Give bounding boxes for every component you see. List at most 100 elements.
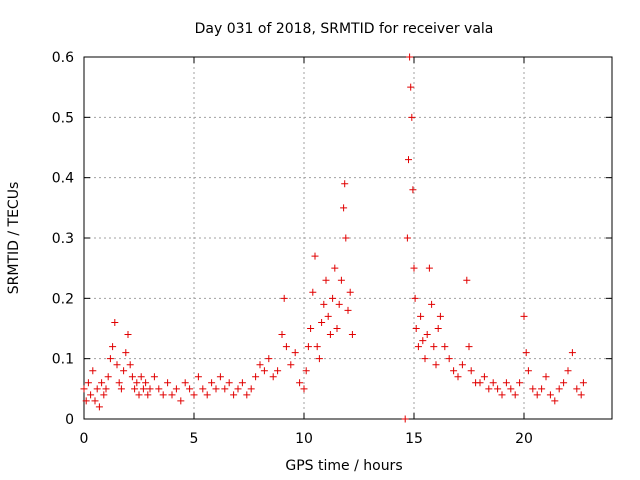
data-point bbox=[520, 312, 528, 320]
data-point bbox=[315, 355, 323, 363]
data-point bbox=[318, 318, 326, 326]
data-point bbox=[95, 403, 103, 411]
data-point bbox=[280, 294, 288, 302]
data-point bbox=[168, 391, 176, 399]
data-point bbox=[87, 391, 95, 399]
x-tick-label: 15 bbox=[405, 431, 423, 447]
data-point bbox=[340, 204, 348, 212]
data-point bbox=[199, 385, 207, 393]
data-point bbox=[450, 367, 458, 375]
x-tick-label: 5 bbox=[190, 431, 199, 447]
data-point bbox=[278, 331, 286, 339]
data-point bbox=[409, 186, 417, 194]
data-point bbox=[489, 379, 497, 387]
data-point bbox=[428, 300, 436, 308]
data-point bbox=[137, 373, 145, 381]
y-tick-label: 0.5 bbox=[52, 110, 74, 126]
data-point bbox=[102, 385, 110, 393]
data-point bbox=[146, 385, 154, 393]
data-point bbox=[405, 156, 412, 164]
data-point bbox=[516, 379, 524, 387]
data-point bbox=[465, 343, 473, 351]
data-point bbox=[346, 288, 354, 296]
data-point bbox=[411, 294, 419, 302]
y-tick-label: 0.1 bbox=[52, 352, 74, 368]
data-point bbox=[111, 318, 119, 326]
y-tick-label: 0 bbox=[65, 412, 74, 428]
data-point bbox=[342, 234, 350, 242]
data-point bbox=[560, 379, 568, 387]
data-point bbox=[124, 331, 132, 339]
data-point bbox=[194, 373, 202, 381]
data-point bbox=[139, 385, 147, 393]
data-point bbox=[313, 343, 321, 351]
data-point bbox=[348, 331, 356, 339]
data-point bbox=[425, 264, 433, 272]
data-point bbox=[190, 391, 198, 399]
y-axis-label: SRMTID / TECUs bbox=[6, 182, 22, 295]
y-tick-label: 0.2 bbox=[52, 291, 74, 307]
data-point bbox=[542, 373, 550, 381]
y-tick-label: 0.6 bbox=[52, 50, 74, 66]
data-point bbox=[164, 379, 172, 387]
data-point bbox=[454, 373, 462, 381]
data-point bbox=[511, 391, 519, 399]
data-point bbox=[155, 385, 163, 393]
data-point bbox=[326, 331, 334, 339]
data-point bbox=[480, 373, 488, 381]
data-point bbox=[150, 373, 158, 381]
data-point bbox=[331, 264, 339, 272]
data-point bbox=[555, 385, 563, 393]
data-point bbox=[329, 294, 337, 302]
data-point bbox=[441, 343, 449, 351]
data-point bbox=[421, 355, 429, 363]
data-point bbox=[106, 355, 114, 363]
x-axis-label: GPS time / hours bbox=[285, 458, 402, 474]
data-point bbox=[533, 391, 541, 399]
data-point bbox=[494, 385, 502, 393]
data-point bbox=[203, 391, 211, 399]
data-point bbox=[89, 367, 97, 375]
data-point bbox=[335, 300, 343, 308]
data-point bbox=[304, 343, 312, 351]
data-point bbox=[216, 373, 224, 381]
data-point bbox=[430, 343, 438, 351]
data-point bbox=[238, 379, 246, 387]
data-point bbox=[221, 385, 229, 393]
data-point bbox=[115, 379, 123, 387]
data-point bbox=[247, 385, 255, 393]
data-point bbox=[401, 415, 409, 423]
data-point bbox=[120, 367, 128, 375]
data-point bbox=[82, 397, 90, 405]
data-point bbox=[434, 325, 442, 332]
data-point bbox=[177, 397, 185, 405]
data-point bbox=[419, 337, 427, 345]
data-point bbox=[80, 385, 88, 393]
data-point bbox=[243, 391, 251, 399]
data-point bbox=[467, 367, 475, 375]
chart-title: Day 031 of 2018, SRMTID for receiver val… bbox=[195, 21, 494, 37]
data-point bbox=[100, 391, 108, 399]
data-point bbox=[546, 391, 554, 399]
data-point bbox=[337, 276, 345, 284]
data-point bbox=[181, 379, 189, 387]
data-point bbox=[579, 379, 587, 387]
data-point bbox=[311, 252, 319, 260]
data-point bbox=[309, 288, 317, 296]
data-point bbox=[208, 379, 216, 387]
data-point bbox=[300, 385, 308, 393]
data-point bbox=[320, 300, 328, 308]
data-point bbox=[256, 361, 264, 369]
data-point bbox=[269, 373, 277, 381]
data-point bbox=[407, 83, 415, 91]
data-point bbox=[498, 391, 506, 399]
data-point bbox=[234, 385, 242, 393]
data-point bbox=[432, 361, 440, 369]
data-point bbox=[573, 385, 581, 393]
data-point bbox=[282, 343, 290, 351]
data-point bbox=[135, 391, 143, 399]
data-point bbox=[122, 349, 130, 357]
data-point bbox=[423, 331, 431, 339]
data-point bbox=[524, 367, 532, 375]
